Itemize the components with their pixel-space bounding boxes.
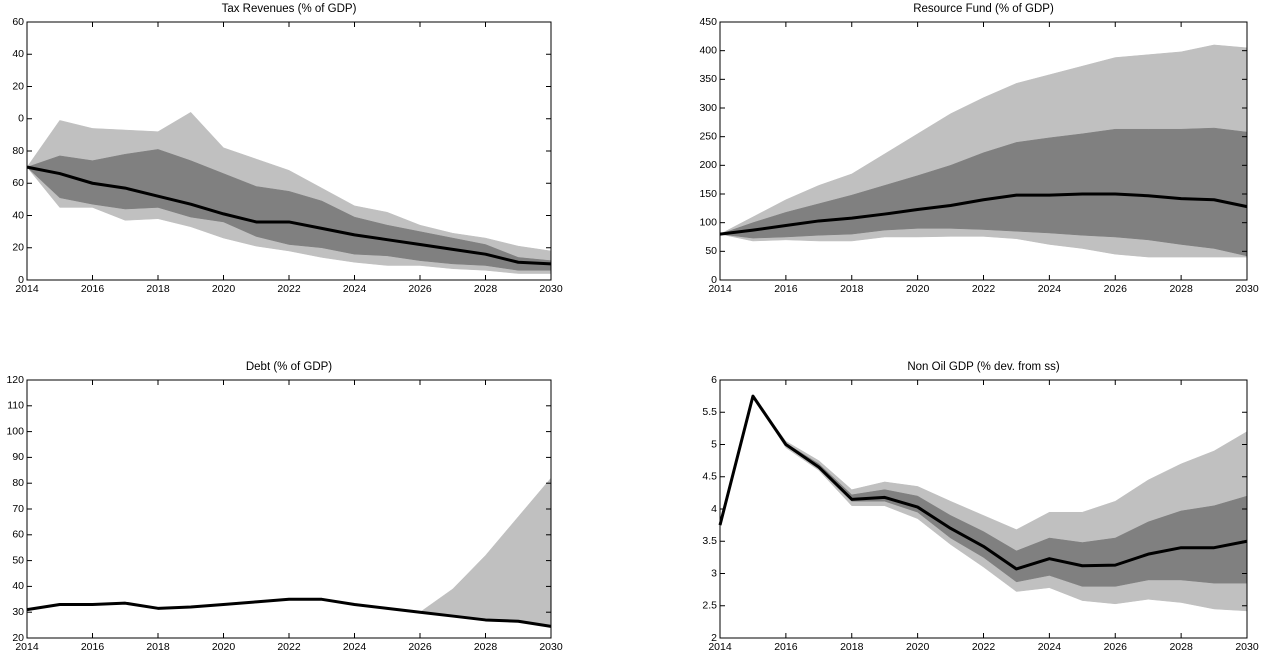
y-tick-label: 20 (12, 242, 24, 254)
x-tick-label: 2024 (343, 641, 367, 653)
y-tick-label: 80 (12, 145, 24, 157)
x-tick-label: 2030 (1235, 641, 1259, 653)
y-tick-label: 4 (711, 503, 717, 515)
y-tick-label: 5.5 (702, 406, 717, 418)
y-tick-label: 50 (705, 245, 717, 257)
y-tick-label: 0 (18, 113, 24, 125)
y-tick-label: 120 (6, 374, 24, 386)
y-tick-label: 3 (711, 567, 717, 579)
x-tick-label: 2018 (840, 283, 864, 295)
x-tick-label: 2024 (1038, 283, 1062, 295)
chart-title: Debt (% of GDP) (246, 361, 332, 373)
y-tick-label: 250 (699, 130, 717, 142)
y-tick-label: 200 (699, 159, 717, 171)
y-tick-label: 110 (7, 400, 24, 412)
x-tick-label: 2014 (15, 641, 39, 653)
x-tick-label: 2024 (343, 283, 367, 295)
x-tick-label: 2018 (840, 641, 864, 653)
y-tick-label: 40 (12, 48, 24, 60)
x-tick-label: 2016 (774, 641, 798, 653)
y-tick-label: 0 (711, 274, 717, 286)
y-tick-label: 80 (12, 477, 24, 489)
x-tick-label: 2022 (277, 641, 301, 653)
x-tick-label: 2016 (81, 283, 105, 295)
x-tick-label: 2020 (212, 283, 236, 295)
y-tick-label: 40 (12, 580, 24, 592)
y-tick-label: 5 (711, 438, 717, 450)
y-tick-label: 450 (699, 16, 717, 28)
y-tick-label: 100 (6, 425, 24, 437)
y-tick-label: 30 (12, 606, 24, 618)
median-line (26, 597, 552, 628)
subplot: Tax Revenues (% of GDP) 0 20 40 60 80 0 20 40 60 2… (12, 3, 563, 295)
x-tick-label: 2014 (15, 283, 39, 295)
y-tick-label: 0 (18, 274, 24, 286)
y-tick-label: 2 (711, 632, 717, 644)
x-tick-label: 2018 (146, 283, 170, 295)
x-tick-label: 2026 (1104, 283, 1128, 295)
y-tick-label: 60 (12, 16, 24, 28)
chart-title: Non Oil GDP (% dev. from ss) (907, 361, 1059, 373)
x-tick-label: 2020 (906, 283, 930, 295)
x-tick-label: 2028 (474, 283, 498, 295)
y-tick-label: 300 (699, 102, 717, 114)
y-tick-label: 20 (12, 80, 24, 92)
y-tick-label: 6 (711, 374, 717, 386)
x-tick-label: 2020 (906, 641, 930, 653)
x-tick-label: 2028 (1169, 283, 1193, 295)
y-tick-label: 60 (12, 177, 24, 189)
y-tick-label: 50 (12, 554, 24, 566)
x-tick-label: 2024 (1038, 641, 1062, 653)
y-tick-label: 20 (12, 632, 24, 644)
y-tick-label: 100 (699, 216, 717, 228)
x-tick-label: 2016 (81, 641, 105, 653)
y-tick-label: 70 (12, 503, 24, 515)
median-line (26, 165, 552, 266)
x-tick-label: 2030 (539, 641, 563, 653)
x-tick-label: 2014 (708, 641, 732, 653)
subplot: Resource Fund (% of GDP) 0 50 100 150 200 250 3… (699, 3, 1258, 295)
x-tick-label: 2014 (708, 283, 732, 295)
y-tick-label: 60 (12, 529, 24, 541)
x-tick-label: 2028 (1169, 641, 1193, 653)
y-tick-label: 350 (699, 73, 717, 85)
x-tick-label: 2022 (972, 283, 996, 295)
y-tick-label: 3.5 (702, 535, 717, 547)
x-tick-label: 2018 (146, 641, 170, 653)
y-tick-label: 4.5 (702, 471, 717, 483)
chart-title: Resource Fund (% of GDP) (913, 3, 1054, 15)
x-tick-label: 2022 (972, 641, 996, 653)
x-tick-label: 2026 (408, 283, 432, 295)
x-tick-label: 2030 (1235, 283, 1259, 295)
subplot: Debt (% of GDP)2030405060708090100110120… (6, 361, 562, 653)
x-tick-label: 2026 (408, 641, 432, 653)
subplot: Non Oil GDP (% dev. from ss) 2 2.5 3 3.5 4 4.5… (702, 361, 1258, 653)
y-tick-label: 40 (12, 209, 24, 221)
y-tick-label: 2.5 (702, 600, 717, 612)
x-tick-label: 2026 (1104, 641, 1128, 653)
chart-title: Tax Revenues (% of GDP) (222, 3, 357, 15)
y-tick-label: 90 (12, 451, 24, 463)
x-tick-label: 2022 (277, 283, 301, 295)
x-tick-label: 2020 (212, 641, 236, 653)
x-tick-label: 2030 (539, 283, 563, 295)
median-line (718, 394, 1248, 571)
median-line (719, 192, 1248, 236)
x-tick-label: 2016 (774, 283, 798, 295)
y-tick-label: 150 (699, 188, 717, 200)
y-tick-label: 400 (699, 44, 717, 56)
x-tick-label: 2028 (474, 641, 498, 653)
